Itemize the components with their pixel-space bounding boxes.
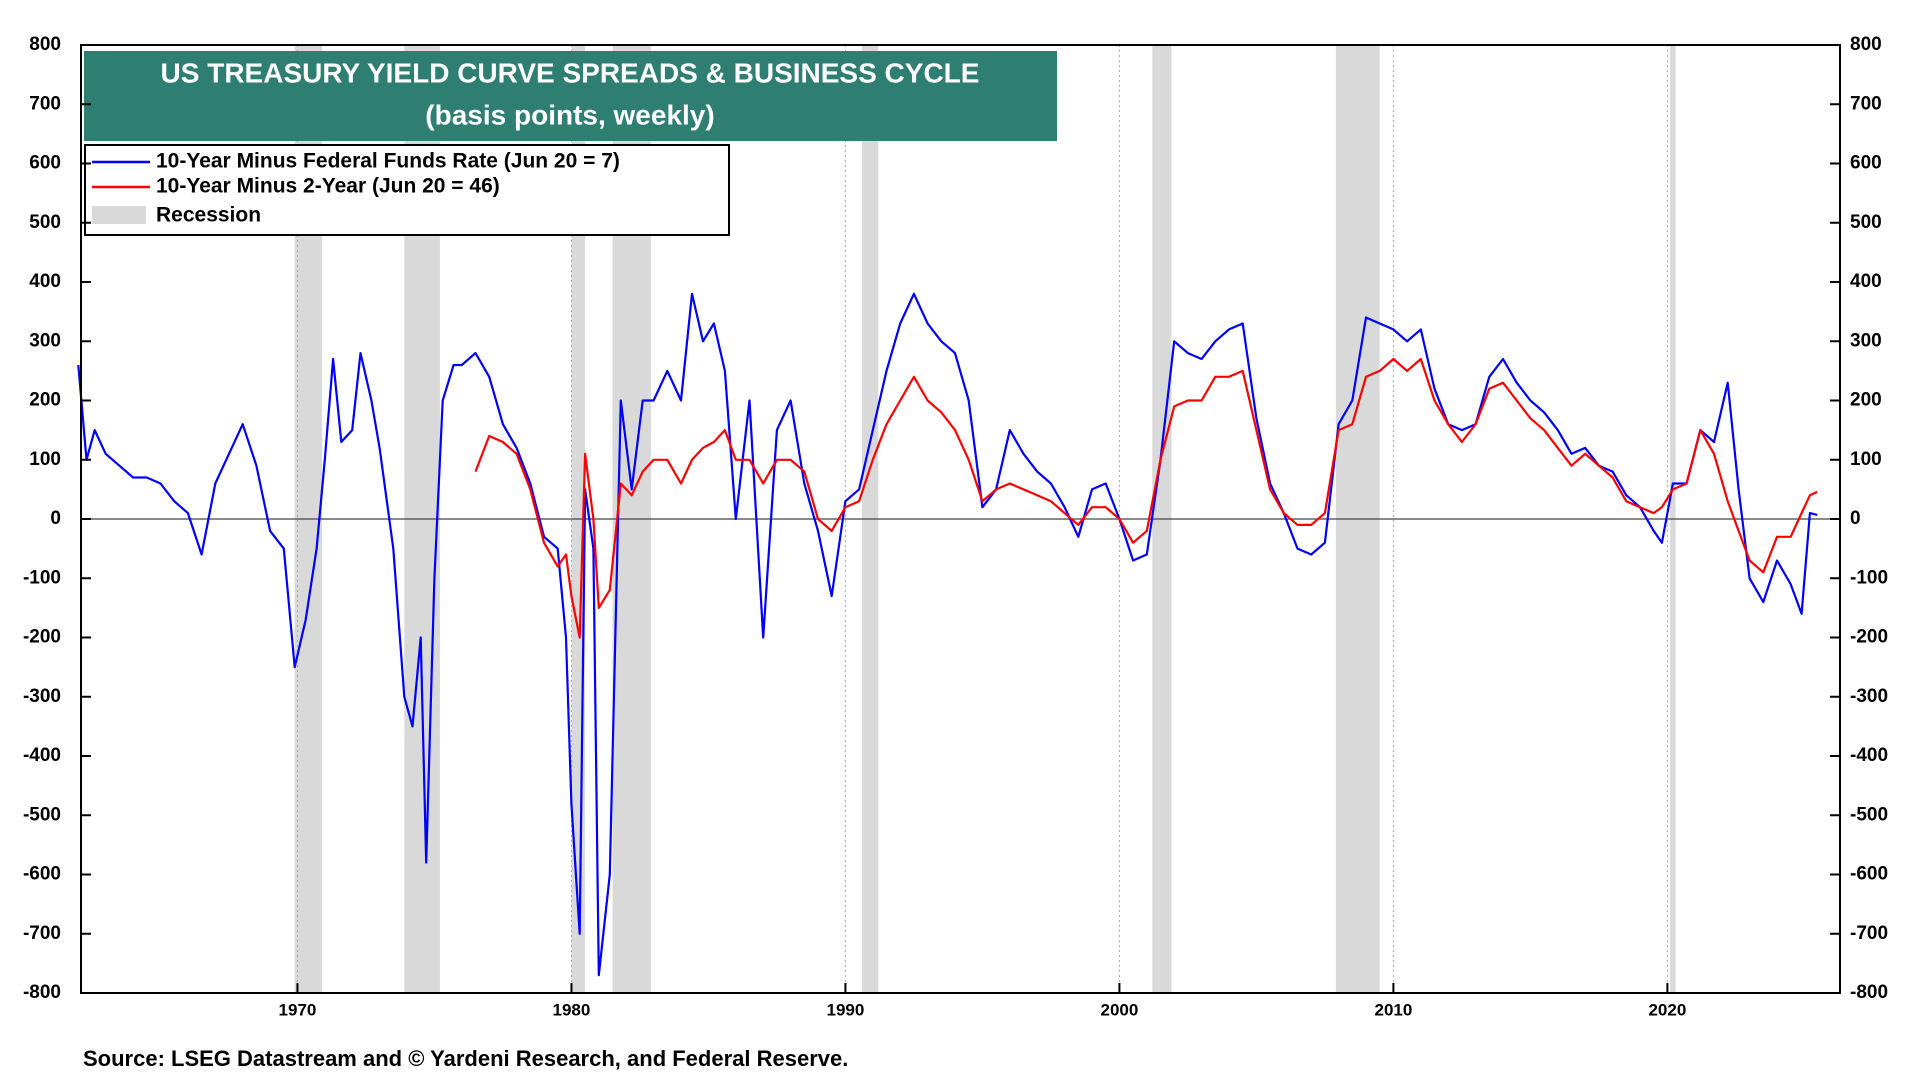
x-tick-label: 1970 xyxy=(279,1000,317,1019)
y2-tick-label: 400 xyxy=(1850,271,1882,292)
title-box xyxy=(84,51,1057,141)
y2-tick-label: 300 xyxy=(1850,330,1882,351)
x-tick-label: 2010 xyxy=(1374,1000,1412,1019)
x-tick-label: 2000 xyxy=(1100,1000,1138,1019)
y-tick-label: 700 xyxy=(29,93,61,114)
x-tick-label: 1980 xyxy=(553,1000,591,1019)
y2-tick-label: -100 xyxy=(1850,567,1888,588)
y2-tick-label: -400 xyxy=(1850,745,1888,766)
y-tick-label: 400 xyxy=(29,271,61,292)
legend-box xyxy=(84,144,730,236)
x-tick-label: 1990 xyxy=(827,1000,865,1019)
y2-tick-label: 500 xyxy=(1850,212,1882,233)
legend-label: 10-Year Minus 2-Year (Jun 20 = 46) xyxy=(156,175,500,198)
y2-tick-label: 700 xyxy=(1850,93,1882,114)
chart-subtitle: (basis points, weekly) xyxy=(425,99,714,130)
axes: 1970 1980 1990 2000 2010 2020-800 -800-700 -700… xyxy=(23,34,1888,1019)
y-tick-label: 800 xyxy=(29,34,61,55)
chart-title: US TREASURY YIELD CURVE SPREADS & BUSINE… xyxy=(161,57,980,88)
legend: 10-Year Minus Federal Funds Rate (Jun 20… xyxy=(92,150,620,227)
y-tick-label: -100 xyxy=(23,567,61,588)
line-layer xyxy=(77,292,1818,977)
y2-tick-label: 100 xyxy=(1850,449,1882,470)
y-tick-label: -700 xyxy=(23,923,61,944)
y2-tick-label: -200 xyxy=(1850,627,1888,648)
y-tick-label: 300 xyxy=(29,330,61,351)
y2-tick-label: -700 xyxy=(1850,923,1888,944)
y2-tick-label: 200 xyxy=(1850,390,1882,411)
y2-tick-label: 0 xyxy=(1850,508,1861,529)
y2-tick-label: -800 xyxy=(1850,982,1888,1003)
y-tick-label: 100 xyxy=(29,449,61,470)
y-tick-label: -600 xyxy=(23,864,61,885)
y-tick-label: -500 xyxy=(23,804,61,825)
y2-tick-label: -600 xyxy=(1850,864,1888,885)
legend-swatch xyxy=(92,206,146,224)
source-note: Source: LSEG Datastream and © Yardeni Re… xyxy=(83,1046,848,1071)
y-tick-label: 600 xyxy=(29,153,61,174)
y-tick-label: 0 xyxy=(50,508,61,529)
y2-tick-label: -300 xyxy=(1850,686,1888,707)
y2-tick-label: 800 xyxy=(1850,34,1882,55)
y-tick-label: -400 xyxy=(23,745,61,766)
legend-label: Recession xyxy=(156,204,261,227)
y-tick-label: -200 xyxy=(23,627,61,648)
y2-tick-label: 600 xyxy=(1850,153,1882,174)
y-tick-label: 200 xyxy=(29,390,61,411)
y-tick-label: -800 xyxy=(23,982,61,1003)
y-tick-label: -300 xyxy=(23,686,61,707)
y-tick-label: 500 xyxy=(29,212,61,233)
series-line xyxy=(474,357,1818,639)
y2-tick-label: -500 xyxy=(1850,804,1888,825)
series-line xyxy=(77,292,1818,977)
x-tick-label: 2020 xyxy=(1648,1000,1686,1019)
legend-label: 10-Year Minus Federal Funds Rate (Jun 20… xyxy=(156,150,620,173)
